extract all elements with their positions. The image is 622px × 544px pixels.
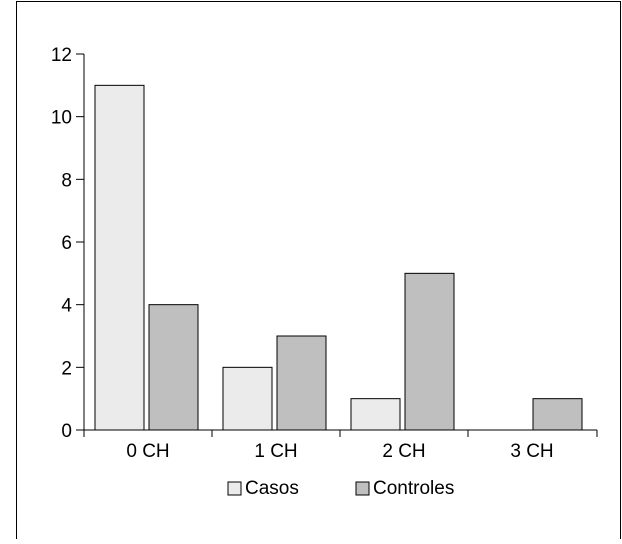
legend-label-controles: Controles: [373, 478, 454, 499]
legend-swatch-controles: [355, 481, 370, 496]
x-tick-label: 2 CH: [382, 441, 425, 462]
bar-casos-1-ch: [222, 366, 273, 431]
y-tick-label: 8: [61, 170, 72, 191]
x-tick-label: 3 CH: [510, 441, 553, 462]
legend: Casos Controles: [227, 478, 454, 499]
plot-area: 0 2 4 6 8 10 12 0 CH 1 CH 2 CH 3 CH: [51, 45, 598, 462]
y-tick-label: 12: [51, 45, 72, 66]
legend-swatch-casos: [227, 481, 242, 496]
y-tick-label: 6: [61, 233, 72, 254]
x-tick-label: 1 CH: [254, 441, 297, 462]
y-tick-label: 0: [61, 421, 72, 442]
legend-label-casos: Casos: [245, 478, 299, 499]
bar-casos-2-ch: [350, 398, 401, 431]
bar-controles-1-ch: [276, 335, 327, 431]
y-tick-label: 10: [51, 108, 72, 129]
bar-controles-0-ch: [148, 304, 199, 431]
y-tick-label: 4: [61, 296, 72, 317]
x-tick-label: 0 CH: [126, 441, 169, 462]
bar-casos-0-ch: [94, 84, 145, 431]
bar-controles-2-ch: [404, 272, 455, 431]
bar-controles-3-ch: [532, 398, 583, 431]
y-tick-label: 2: [61, 358, 72, 379]
